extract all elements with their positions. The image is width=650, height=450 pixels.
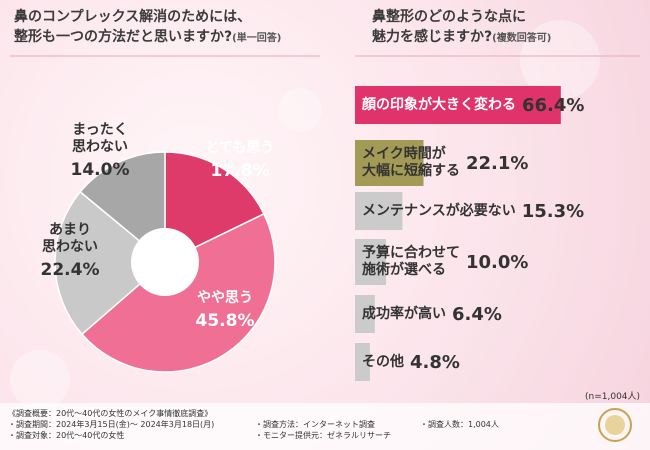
bar [355,295,375,333]
bar-row: メンテナンスが必要ない 15.3% [362,192,584,230]
bar-value: 10.0% [466,251,529,273]
footer-note: ・調査対象：20代～40代の女性 [8,431,125,440]
footer-note: ・調査期間：2024年3月15日(金)～ 2024年3月18日(月) [8,420,215,429]
bar-value: 66.4% [522,94,585,116]
bar-row: 成功率が高い 6.4% [362,295,502,333]
bar-row: 顔の印象が大きく変わる 66.4% [362,86,584,124]
slice-label: まったく 思わない [72,122,128,155]
slice-value: 14.0% [70,160,130,180]
pie-slice [164,151,265,264]
bar-label: その他 [362,353,404,370]
logo [605,415,625,435]
bar-value: 4.8% [410,351,460,373]
bar [355,86,561,124]
bar-row: その他 4.8% [362,343,460,381]
chart-title: 鼻整形のどのような点に [372,9,526,25]
bar-value: 15.3% [521,200,585,222]
footer-note: ・調査方法：インターネット調査 [255,420,375,429]
bar-label: 顔の印象が大きく変わる [362,96,516,113]
slice-value: 17.8% [210,161,270,181]
slice-label: やや思う [197,290,253,306]
chart-title: 魅力を感じますか?(複数回答可) [372,29,552,45]
bar-label: メイク時間が 大幅に短縮する [362,146,460,179]
pie-slice [54,190,167,336]
bar-row: 予算に合わせて 施術が選べる 10.0% [362,239,528,285]
slice-label: とても思う [205,140,275,156]
bar-value: 22.1% [466,152,529,174]
chart-title: 鼻のコンプレックス解消のためには、 [14,9,252,25]
chart-subtitle: (複数回答可) [492,33,552,44]
pie-slice [79,151,166,264]
bar-label: 成功率が高い [362,305,446,322]
chart-title: 整形も一つの方法だと思いますか?(単一回答) [14,29,282,45]
donut-hole [131,228,199,296]
bar-label: 予算に合わせて 施術が選べる [362,245,460,278]
chart-subtitle: (単一回答) [232,33,282,44]
bar-label: メンテナンスが必要ない [362,202,516,219]
footer-bg [0,403,650,450]
footer-note: 《調査概要：20代～40代の女性のメイク事情徹底調査》 [8,409,213,418]
bokeh [10,350,70,410]
bar-value: 6.4% [452,303,502,325]
bar [355,192,403,230]
bar [355,140,424,186]
bokeh [520,20,600,100]
slice-value: 22.4% [40,260,100,280]
logo [598,408,632,442]
slice-value: 45.8% [195,311,255,331]
bar [355,239,386,285]
bar-row: メイク時間が 大幅に短縮する 22.1% [362,140,528,186]
footer-note: ・モニター提供元：ゼネラルリサーチ [255,431,391,440]
slice-label: あまり 思わない [42,222,98,255]
bar [355,343,370,381]
sample-note: (n=1,004人) [585,392,641,402]
bokeh [278,88,322,132]
footer-note: ・調査人数：1,004人 [420,420,499,429]
